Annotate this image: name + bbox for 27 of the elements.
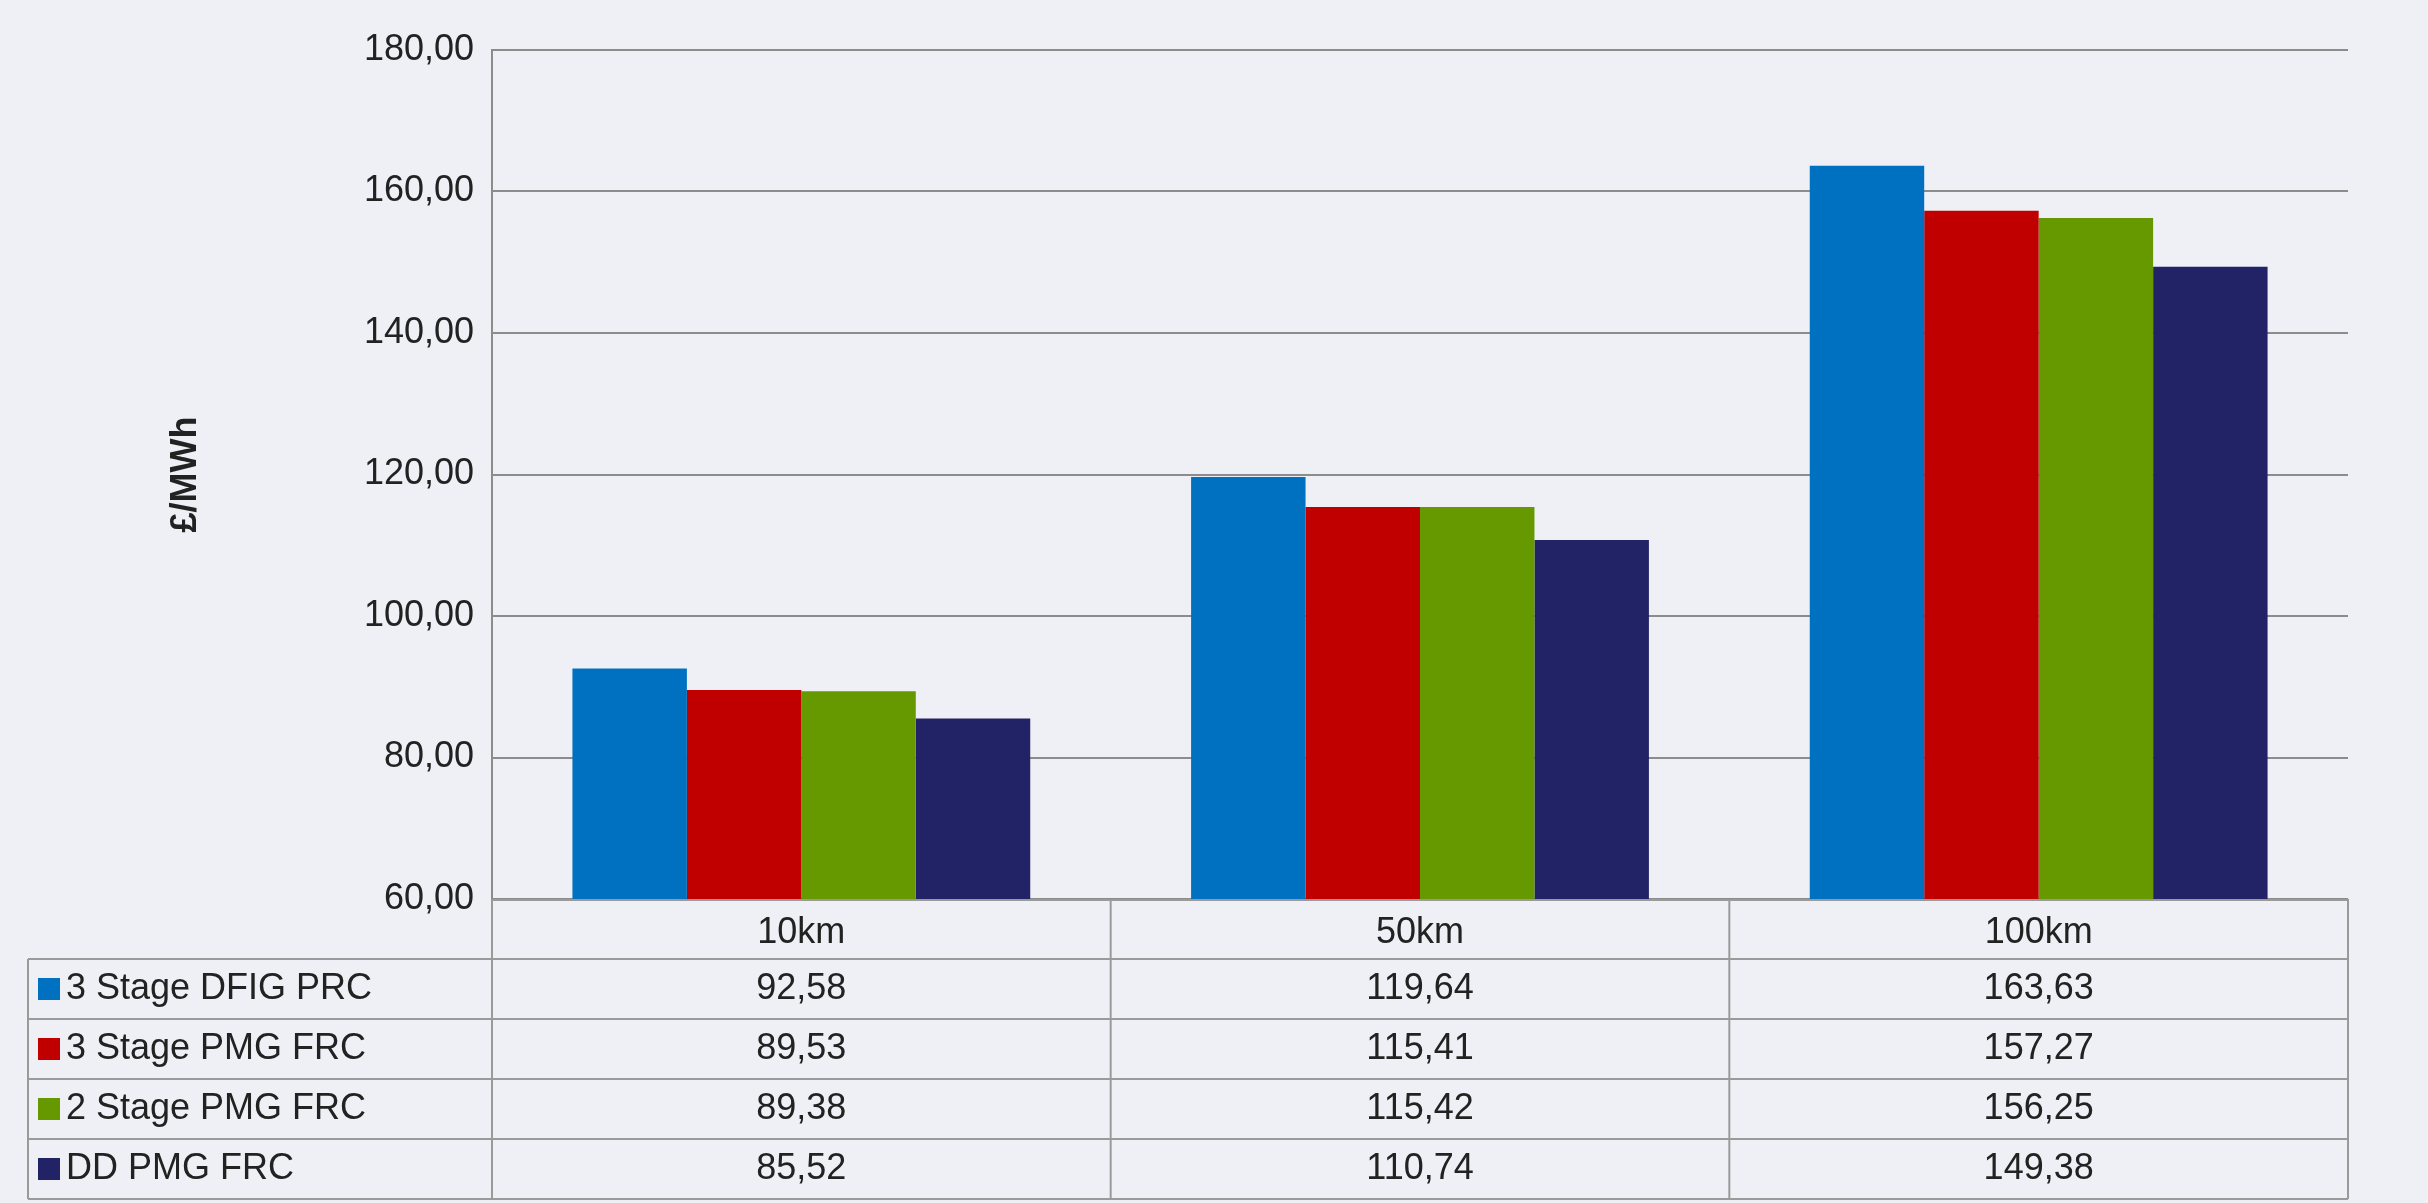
data-label: 157,27	[1983, 1025, 2094, 1067]
data-label: 149,38	[1983, 1145, 2094, 1187]
x-tick-label: 50km	[1375, 909, 1465, 951]
legend-label: 3 Stage PMG FRC	[66, 1025, 367, 1067]
data-label: 156,25	[1983, 1085, 2094, 1127]
data-label: 89,38	[756, 1085, 847, 1127]
y-tick-label: 60,00	[383, 875, 474, 917]
data-label: 85,52	[756, 1145, 847, 1187]
y-tick-label: 100,00	[363, 592, 474, 634]
x-tick-label: 10km	[757, 909, 846, 951]
data-label: 89,53	[756, 1025, 847, 1067]
x-tick-label: 100km	[1984, 909, 2093, 951]
data-label: 115,41	[1366, 1025, 1474, 1067]
y-tick-label: 120,00	[363, 451, 474, 493]
y-tick-label: 160,00	[363, 168, 474, 210]
data-label: 115,42	[1366, 1085, 1474, 1127]
y-tick-label: 180,00	[363, 26, 474, 68]
y-tick-label: 80,00	[383, 734, 474, 776]
legend-label: 3 Stage DFIG PRC	[66, 965, 373, 1007]
data-label: 92,58	[756, 965, 847, 1007]
data-label: 163,63	[1983, 965, 2094, 1007]
data-label: 110,74	[1366, 1145, 1474, 1187]
legend-label: 2 Stage PMG FRC	[66, 1085, 367, 1127]
data-label: 119,64	[1366, 965, 1474, 1007]
legend-label: DD PMG FRC	[66, 1145, 294, 1187]
y-tick-label: 140,00	[363, 309, 474, 351]
y-axis-title: £/MWh	[162, 416, 204, 533]
